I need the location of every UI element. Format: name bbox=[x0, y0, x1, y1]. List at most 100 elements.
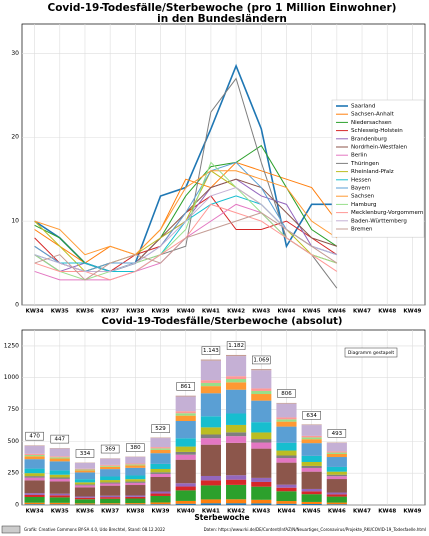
bar-segment bbox=[24, 445, 45, 454]
bar-segment bbox=[24, 494, 45, 497]
bar-segment bbox=[276, 484, 297, 488]
bar-segment bbox=[49, 504, 70, 505]
total-label-box bbox=[176, 382, 195, 391]
bar-segment bbox=[49, 493, 70, 496]
x-tick-label: KW42 bbox=[227, 309, 245, 315]
bar-segment bbox=[175, 438, 196, 447]
bar-segment bbox=[74, 470, 96, 473]
bar-segment bbox=[301, 488, 322, 492]
x-tick-label: KW34 bbox=[26, 509, 44, 515]
bar-segment bbox=[200, 434, 221, 439]
bar-segment bbox=[150, 453, 171, 464]
y-tick-label: 1000 bbox=[4, 374, 19, 381]
bar-segment bbox=[24, 468, 45, 474]
bar-segment bbox=[226, 503, 247, 505]
total-label-box bbox=[126, 443, 145, 452]
x-tick-label: KW46 bbox=[328, 509, 346, 515]
bar-segment bbox=[150, 493, 171, 496]
total-label: 493 bbox=[332, 431, 343, 437]
bar-segment bbox=[326, 474, 347, 477]
bar-segment bbox=[100, 483, 121, 486]
bar-segment bbox=[100, 466, 121, 470]
bar-segment bbox=[150, 447, 171, 449]
bar-segment bbox=[175, 446, 196, 452]
bar-segment bbox=[251, 439, 272, 443]
y-tick-label: 1250 bbox=[4, 342, 19, 349]
bar-segment bbox=[74, 482, 96, 485]
total-label: 1.182 bbox=[228, 343, 244, 349]
bar-segment bbox=[326, 451, 347, 453]
bar-segment bbox=[175, 454, 196, 460]
bar-segment bbox=[100, 464, 121, 466]
bar-segment bbox=[74, 484, 96, 486]
bar-segment bbox=[100, 503, 121, 505]
x-tick-label: KW37 bbox=[101, 509, 119, 515]
legend-label: Bayern bbox=[351, 186, 371, 192]
bar-segment bbox=[49, 470, 70, 475]
bar-segment bbox=[276, 503, 297, 505]
footer-right: Daten: https://www.rki.de/DE/Content/Inf… bbox=[204, 527, 426, 532]
bar-segment bbox=[125, 496, 146, 499]
total-label-box bbox=[302, 411, 321, 420]
bar-segment bbox=[175, 413, 196, 416]
bar-segment bbox=[74, 472, 96, 480]
bar-segment bbox=[24, 493, 45, 495]
x-tick-label: KW47 bbox=[353, 509, 371, 515]
legend-label: Berlin bbox=[351, 153, 367, 159]
bar-segment bbox=[49, 448, 70, 449]
bar-segment bbox=[49, 456, 70, 458]
bar-segment bbox=[125, 498, 146, 504]
bar-segment bbox=[24, 496, 45, 503]
chart-subtitle: in den Bundesländern bbox=[157, 13, 287, 25]
legend-label: Schleswig-Holstein bbox=[351, 128, 403, 134]
bar-segment bbox=[326, 476, 347, 480]
bar-segment bbox=[100, 504, 121, 505]
total-label: 529 bbox=[155, 426, 166, 432]
x-tick-label: KW36 bbox=[76, 509, 94, 515]
legend-label: Rheinland-Pfalz bbox=[351, 169, 394, 175]
bar-segment bbox=[150, 473, 171, 477]
bar-segment bbox=[251, 432, 272, 440]
bar-segment bbox=[150, 468, 171, 473]
bar-segment bbox=[251, 442, 272, 449]
bar-segment bbox=[24, 502, 45, 505]
x-tick-label: KW35 bbox=[51, 309, 69, 315]
bar-segment bbox=[276, 402, 297, 404]
bar-segment bbox=[251, 477, 272, 482]
bar-segment bbox=[125, 467, 146, 476]
bar-segment bbox=[200, 438, 221, 445]
x-tick-label: KW49 bbox=[403, 309, 421, 315]
bar-segment bbox=[49, 461, 70, 471]
bar-segment bbox=[200, 499, 221, 504]
total-label-box bbox=[201, 346, 221, 355]
bar-segment bbox=[251, 499, 272, 504]
x-tick-label: KW49 bbox=[403, 509, 421, 515]
bar-segment bbox=[276, 417, 297, 420]
bar-segment bbox=[74, 487, 96, 497]
bar-segment bbox=[276, 421, 297, 427]
bar-segment bbox=[301, 437, 322, 440]
x-tick-label: KW48 bbox=[378, 309, 396, 315]
x-tick-label: KW38 bbox=[126, 309, 144, 315]
bar-segment bbox=[326, 496, 347, 503]
bar-segment bbox=[125, 479, 146, 482]
total-label-box bbox=[25, 431, 44, 441]
bar-segment bbox=[200, 444, 221, 476]
bar-segment bbox=[125, 457, 146, 464]
x-tick-label: KW47 bbox=[353, 309, 371, 315]
x-tick-label: KW48 bbox=[378, 509, 396, 515]
legend-label: Saarland bbox=[351, 104, 375, 110]
x-tick-label: KW45 bbox=[303, 309, 321, 315]
bar-segment bbox=[226, 389, 247, 414]
y-tick-label: 0 bbox=[15, 302, 19, 309]
total-label-box bbox=[252, 355, 271, 365]
x-axis-label: Sterbewoche bbox=[194, 513, 249, 522]
bar-segment bbox=[326, 443, 347, 452]
bar-segment bbox=[301, 501, 322, 504]
bar-segment bbox=[74, 503, 96, 505]
bar-segment bbox=[200, 485, 221, 500]
bar-segment bbox=[150, 463, 171, 469]
bar-segment bbox=[301, 425, 322, 436]
bar-segment bbox=[251, 481, 272, 487]
bar-segment bbox=[301, 455, 322, 462]
